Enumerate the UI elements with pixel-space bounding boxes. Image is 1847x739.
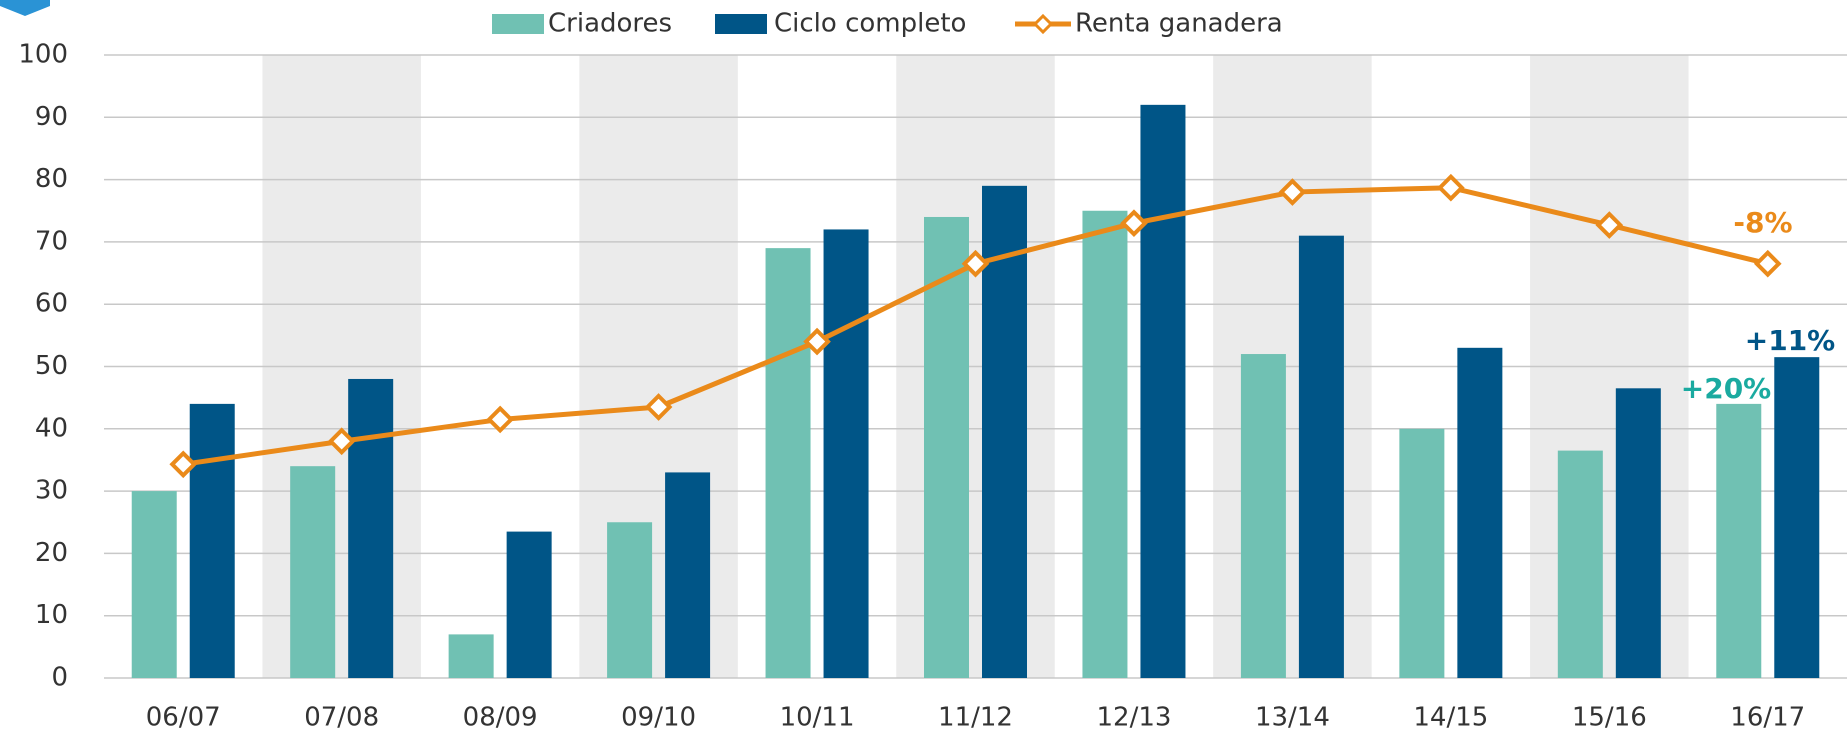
corner-decoration [0, 0, 50, 16]
line-marker [1595, 211, 1624, 239]
bar [1082, 210, 1128, 678]
y-tick-label: 30 [35, 476, 68, 506]
line-marker [803, 327, 831, 356]
bar [607, 522, 653, 678]
legend-marker [1032, 13, 1054, 35]
annotation: +20% [1681, 372, 1771, 405]
y-tick-label: 20 [35, 538, 68, 568]
x-tick-label: 07/08 [304, 703, 379, 733]
bar [665, 472, 711, 678]
legend-label: Ciclo completo [774, 9, 966, 39]
bar [348, 378, 394, 678]
y-tick-label: 90 [35, 102, 68, 132]
x-tick-label: 08/09 [463, 703, 538, 733]
legend-swatch [492, 14, 544, 34]
annotation: +11% [1745, 324, 1835, 357]
bar [1615, 388, 1661, 678]
bar [823, 229, 869, 678]
x-tick-label: 15/16 [1572, 703, 1647, 733]
annotation: -8% [1733, 206, 1792, 239]
bar [765, 248, 811, 678]
x-tick-label: 16/17 [1730, 703, 1805, 733]
x-tick-label: 09/10 [621, 703, 696, 733]
bar [1240, 354, 1286, 678]
bar [924, 216, 969, 679]
y-tick-label: 10 [35, 600, 68, 630]
legend-swatch [715, 14, 767, 34]
y-tick-label: 100 [18, 40, 68, 70]
bar [1399, 428, 1445, 678]
line-marker [327, 427, 356, 456]
line-marker [1278, 178, 1307, 206]
bar [506, 531, 552, 678]
line-marker [644, 393, 673, 421]
bar [131, 491, 177, 678]
y-tick-label: 40 [35, 413, 68, 443]
bar [1716, 403, 1762, 678]
y-tick-label: 70 [35, 226, 68, 256]
legend-label: Criadores [548, 9, 672, 39]
x-tick-label: 14/15 [1413, 703, 1488, 733]
y-tick-label: 50 [35, 351, 68, 381]
legend-label: Renta ganadera [1075, 9, 1283, 39]
bar [189, 403, 235, 678]
y-tick-label: 0 [51, 663, 68, 693]
bar [448, 634, 494, 678]
x-tick-label: 13/14 [1255, 703, 1330, 733]
y-tick-label: 80 [35, 164, 68, 194]
bar [1298, 235, 1344, 679]
line-marker [1753, 249, 1782, 278]
line-marker [486, 405, 514, 434]
line-marker [1120, 209, 1148, 238]
bar [290, 466, 336, 678]
y-tick-label: 60 [35, 289, 68, 319]
x-tick-label: 06/07 [146, 703, 221, 733]
line-marker [961, 249, 990, 278]
x-tick-label: 11/12 [938, 703, 1013, 733]
bar [1557, 450, 1603, 678]
bar [1140, 104, 1186, 679]
x-tick-label: 12/13 [1096, 703, 1171, 733]
bar [982, 185, 1027, 678]
line-marker [169, 450, 198, 479]
x-tick-label: 10/11 [780, 703, 855, 733]
line-marker [1437, 173, 1465, 202]
bar [1457, 347, 1503, 678]
bar [1774, 357, 1820, 678]
